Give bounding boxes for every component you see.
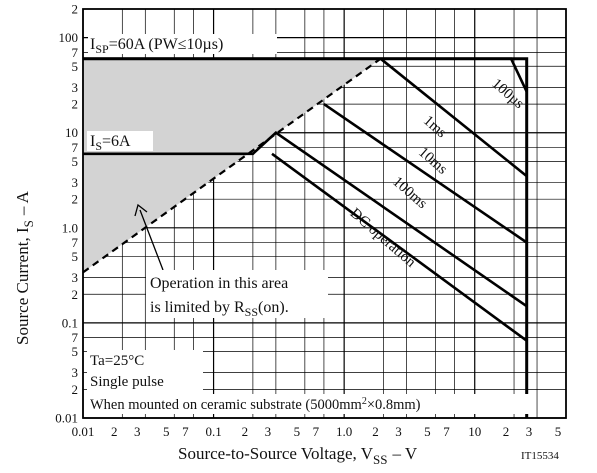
x-tick-label: 3 <box>395 424 402 439</box>
y-tick-label: 7 <box>72 140 79 155</box>
y-tick-label: 3 <box>72 270 79 285</box>
operation-line-1: Operation in this area <box>150 275 288 292</box>
is-label-bg <box>87 131 153 151</box>
x-tick-label: 5 <box>424 424 431 439</box>
x-tick-label: 7 <box>443 424 450 439</box>
x-tick-labels: 0.01 2 3 5 7 0.1 2 3 5 7 1.0 2 3 5 7 10 2 3 5 <box>72 424 562 439</box>
y-tick-label: 3 <box>72 80 79 95</box>
y-tick-label: 7 <box>72 330 79 345</box>
x-axis-label: Source-to-Source Voltage, VSS – V <box>178 444 418 467</box>
operation-line-2: is limited by RSS(on). <box>150 299 289 319</box>
series-label-dc: DC operation <box>347 205 419 271</box>
x-tick-label: 0.01 <box>72 424 95 439</box>
y-tick-label: 2 <box>72 382 79 397</box>
y-tick-label: 5 <box>72 154 79 169</box>
rds-limit-line <box>82 57 382 274</box>
y-tick-label: 5 <box>72 59 79 74</box>
mounting-bg <box>87 394 529 414</box>
y-axis-label: Source Current, IS– A <box>13 190 36 345</box>
series-line <box>271 152 528 342</box>
is-annotation: IS=6A <box>90 133 131 153</box>
x-tick-label: 5 <box>163 424 170 439</box>
x-tick-label: 7 <box>182 424 189 439</box>
x-tick-label: 5 <box>555 424 562 439</box>
operation-text-bg <box>146 270 328 318</box>
y-tick-label: 2 <box>72 97 79 112</box>
pulse-condition: Single pulse <box>90 374 164 390</box>
x-tick-label: 2 <box>111 424 118 439</box>
x-tick-label: 1.0 <box>336 424 352 439</box>
x-tick-label: 3 <box>134 424 141 439</box>
shaded-region <box>83 58 381 273</box>
plot-frame <box>82 8 567 419</box>
conditions-bg <box>87 350 203 400</box>
isp-label-bg <box>88 34 277 54</box>
y-tick-label: 7 <box>72 235 79 250</box>
series-line <box>323 103 528 244</box>
figure-code: IT15534 <box>521 450 559 462</box>
y-tick-label: 0.01 <box>55 411 78 426</box>
y-tick-label: 3 <box>72 365 79 380</box>
x-tick-label: 2 <box>372 424 379 439</box>
mounting-condition: When mounted on ceramic substrate (5000m… <box>90 396 421 413</box>
y-tick-label: 10 <box>65 125 78 140</box>
y-tick-label: 5 <box>72 344 79 359</box>
y-tick-label: 7 <box>72 45 79 60</box>
annotation-arrow-shaft <box>139 209 164 271</box>
series-label-100ms: 100ms <box>389 174 430 212</box>
y-tick-label: 100 <box>59 30 79 45</box>
y-tick-label: 2 <box>72 2 79 17</box>
x-tick-label: 3 <box>265 424 272 439</box>
x-tick-label: 10 <box>468 424 481 439</box>
series-line <box>379 57 528 178</box>
series-label-1ms: 1ms <box>420 113 449 142</box>
x-tick-label: 7 <box>313 424 320 439</box>
annotation-arrow-head <box>134 203 148 217</box>
y-tick-label: 2 <box>72 287 79 302</box>
y-tick-label: 0.1 <box>62 315 78 330</box>
x-tick-label: 0.1 <box>205 424 221 439</box>
x-tick-label: 2 <box>503 424 510 439</box>
x-tick-label: 2 <box>242 424 249 439</box>
isp-annotation: ISP=60A (PW≤10µs) <box>90 36 223 56</box>
y-tick-label: 5 <box>72 249 79 264</box>
y-tick-label: 1.0 <box>62 220 78 235</box>
current-limit-line <box>83 57 529 418</box>
x-tick-label: 5 <box>294 424 301 439</box>
y-tick-label: 3 <box>72 175 79 190</box>
x-tick-label: 3 <box>526 424 533 439</box>
ta-condition: Ta=25°C <box>90 353 144 369</box>
y-tick-label: 2 <box>72 192 79 207</box>
